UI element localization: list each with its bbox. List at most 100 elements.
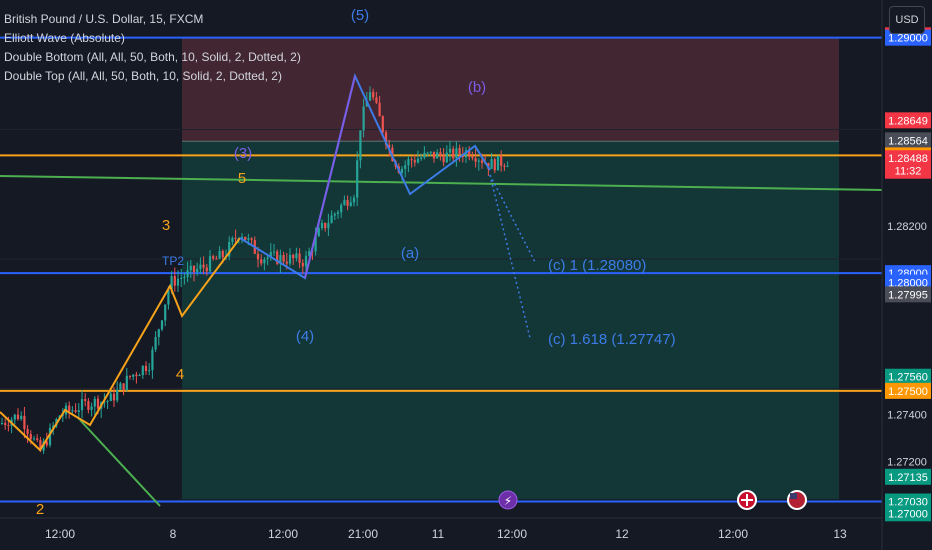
candle-body xyxy=(349,202,352,206)
candle-body xyxy=(359,130,362,161)
candle-body xyxy=(192,265,196,273)
candle-body xyxy=(490,159,493,169)
candle-body xyxy=(356,160,359,198)
price-label-bg-12 xyxy=(885,468,931,485)
candle-body xyxy=(103,401,106,403)
y-tick-label: 1.27400 xyxy=(887,409,927,421)
candle-body xyxy=(493,159,496,171)
x-tick-label: 12:00 xyxy=(45,527,75,541)
candle-body xyxy=(170,276,173,290)
wave-label-6: (a) xyxy=(401,245,419,262)
candle-body xyxy=(74,410,77,412)
candle-body xyxy=(260,259,263,264)
candle-body xyxy=(474,158,477,162)
candle-body xyxy=(276,251,279,264)
candle-body xyxy=(160,320,164,330)
candle-body xyxy=(157,329,160,338)
symbol-title[interactable]: British Pound / U.S. Dollar, 15, FXCM xyxy=(4,12,204,26)
candle-body xyxy=(16,414,20,420)
candle-body xyxy=(183,276,186,278)
candle-body xyxy=(52,425,55,428)
indicator-double-top[interactable]: Double Top (All, All, 50, Both, 10, Soli… xyxy=(4,69,282,83)
elliott-wave-blue xyxy=(239,73,491,280)
candle-body xyxy=(368,92,372,101)
projection-c1 xyxy=(489,174,536,263)
candle-body xyxy=(228,241,231,257)
x-tick-label: 8 xyxy=(170,527,177,541)
candle-body xyxy=(445,152,448,163)
candle-body xyxy=(26,429,29,435)
candle-body xyxy=(503,165,506,167)
candle-body xyxy=(218,250,221,259)
candle-body xyxy=(330,215,333,224)
wave-label-4: 3 xyxy=(162,217,170,234)
target-label-1: (c) 1.618 (1.27747) xyxy=(548,331,676,348)
candle-body xyxy=(7,424,10,426)
candle-body xyxy=(151,349,154,371)
price-label-bg-11 xyxy=(885,382,931,399)
candle-body xyxy=(167,289,170,305)
candle-body xyxy=(87,401,90,410)
price-label-bg-14 xyxy=(885,505,931,522)
candle-body xyxy=(442,155,445,163)
candle-body xyxy=(80,399,84,411)
candle-body xyxy=(477,160,480,162)
price-label-12: 1.27135 xyxy=(888,472,928,484)
elliott-wave-orange xyxy=(0,237,241,452)
candle-body xyxy=(96,398,100,409)
candle-body xyxy=(135,374,138,377)
candle-body xyxy=(132,374,135,377)
candle-body xyxy=(272,251,276,253)
currency-button[interactable]: USD xyxy=(889,6,925,34)
candle-body xyxy=(436,152,439,159)
candle-body xyxy=(250,238,253,241)
candle-body xyxy=(247,238,250,240)
candle-body xyxy=(202,264,205,268)
candle-body xyxy=(173,276,176,286)
candle-body xyxy=(426,152,429,154)
candle-body xyxy=(500,155,503,166)
stop-loss-zone xyxy=(182,37,839,142)
indicator-double-bottom[interactable]: Double Bottom (All, All, 50, Both, 10, S… xyxy=(4,50,301,64)
candle-body xyxy=(176,278,180,286)
price-label-bg-6 xyxy=(885,162,931,179)
candle-body xyxy=(439,152,442,156)
candle-body xyxy=(468,150,471,157)
wave-label-8: 4 xyxy=(176,366,184,383)
candle-body xyxy=(240,236,244,239)
candle-body xyxy=(180,277,183,279)
wave-label-2: (3) xyxy=(234,145,252,162)
candle-body xyxy=(333,213,336,216)
candle-body xyxy=(340,204,343,213)
candle-body xyxy=(39,439,42,451)
candle-body xyxy=(420,157,423,159)
candle-body xyxy=(221,250,224,258)
price-label-bg-2 xyxy=(885,112,931,129)
candle-body xyxy=(317,228,320,237)
candle-body xyxy=(189,265,192,271)
candle-body xyxy=(205,267,208,272)
lightning-glyph: ⚡ xyxy=(504,494,512,508)
candle-body xyxy=(212,256,215,259)
candle-body xyxy=(400,168,404,173)
candle-body xyxy=(452,148,455,159)
price-label-bg-5 xyxy=(885,150,931,167)
wave-label-5: TP2 xyxy=(162,254,184,268)
candle-body xyxy=(327,223,330,229)
price-label-14: 1.27000 xyxy=(888,508,928,520)
candle-body xyxy=(279,255,282,264)
candle-body xyxy=(154,337,157,350)
candle-body xyxy=(13,414,16,420)
candle-body xyxy=(282,255,285,262)
wave-label-7: (4) xyxy=(296,328,314,345)
candle-body xyxy=(471,156,474,159)
indicator-elliott-wave[interactable]: Elliott Wave (Absolute) xyxy=(4,31,125,45)
candle-body xyxy=(90,406,93,410)
candle-body xyxy=(256,253,260,260)
candle-body xyxy=(410,159,413,161)
candle-body xyxy=(343,200,346,205)
candle-body xyxy=(506,165,509,167)
price-label-bg-10 xyxy=(885,368,931,385)
